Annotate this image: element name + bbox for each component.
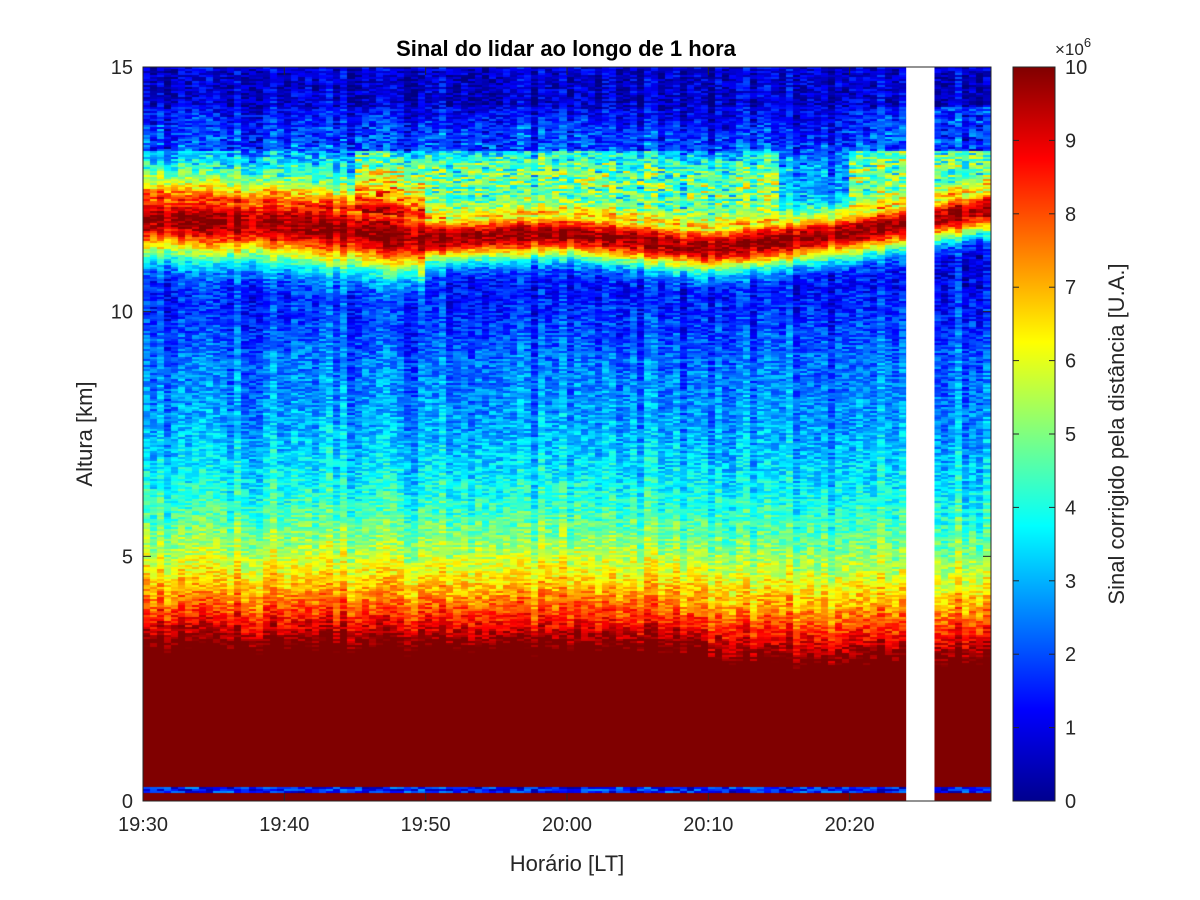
colorbar-tick-label: 0 [1065,791,1076,813]
x-tick-label: 20:00 [542,814,592,836]
y-tick-label: 5 [122,546,133,568]
y-axis: 0 5 10 15 [111,57,991,813]
colorbar-tick-label: 5 [1065,424,1076,446]
y-tick-label: 15 [111,57,133,79]
colorbar-tick-label: 10 [1065,57,1087,79]
colorbar: 0 1 2 3 4 5 6 7 8 9 10 ×106 Sinal corrigido pela d… [1012,35,1129,813]
colorbar-tick-label: 4 [1065,497,1076,519]
plot-area [142,66,992,802]
colorbar-ticks: 0 1 2 3 4 5 6 7 8 9 10 [1013,57,1087,813]
x-axis: 19:30 19:40 19:50 20:00 20:10 20:20 [118,67,875,836]
colorbar-gradient [1012,66,1056,802]
colorbar-tick-label: 7 [1065,277,1076,299]
chart-title: Sinal do lidar ao longo de 1 hora [396,36,737,61]
y-tick-label: 0 [122,791,133,813]
x-tick-label: 20:10 [683,814,733,836]
x-tick-label: 19:30 [118,814,168,836]
x-axis-label: Horário [LT] [510,851,625,876]
x-tick-label: 19:40 [259,814,309,836]
colorbar-tick-label: 1 [1065,718,1076,740]
colorbar-tick-label: 9 [1065,130,1076,152]
heatmap-canvas [143,67,991,801]
colorbar-tick-label: 2 [1065,644,1076,666]
x-tick-label: 20:20 [825,814,875,836]
data-gap [906,67,935,801]
colorbar-exponent: ×106 [1055,35,1091,59]
colorbar-tick-label: 3 [1065,571,1076,593]
colorbar-tick-label: 6 [1065,351,1076,373]
colorbar-label: Sinal corrigido pela distância [U.A.] [1104,263,1129,604]
colorbar-tick-label: 8 [1065,204,1076,226]
y-tick-label: 10 [111,302,133,324]
x-tick-label: 19:50 [401,814,451,836]
y-axis-label: Altura [km] [72,381,97,486]
